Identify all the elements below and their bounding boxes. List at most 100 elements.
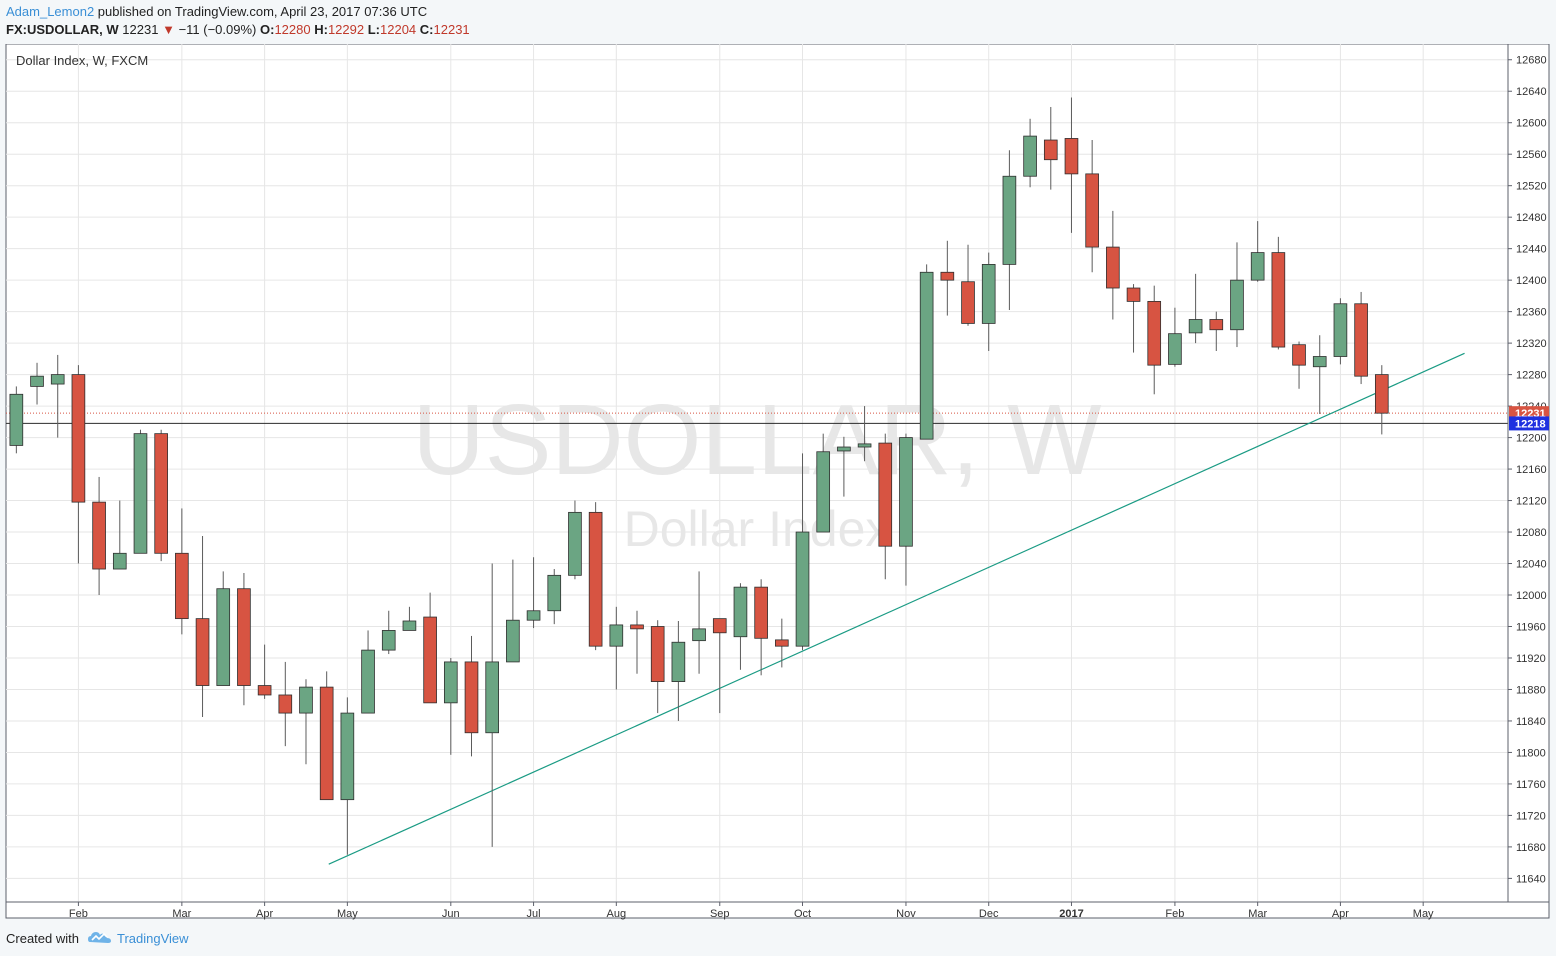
- candle-down[interactable]: [1147, 300, 1162, 366]
- watermark-name: Dollar Index: [624, 501, 891, 557]
- price-tick-label: 12320: [1516, 338, 1547, 350]
- price-tick-label: 11640: [1516, 873, 1546, 885]
- candle-up[interactable]: [692, 628, 706, 642]
- candle-down[interactable]: [423, 616, 437, 704]
- candle-up[interactable]: [671, 641, 686, 682]
- candle-down[interactable]: [319, 686, 334, 801]
- candle-down[interactable]: [1106, 246, 1120, 289]
- candle-up[interactable]: [381, 630, 396, 651]
- price-tick-label: 12200: [1516, 433, 1547, 445]
- candle-down[interactable]: [195, 618, 210, 686]
- candle-down[interactable]: [92, 501, 106, 570]
- time-tick-label: Sep: [710, 908, 730, 920]
- candle-up[interactable]: [361, 649, 375, 714]
- candle-up[interactable]: [340, 712, 355, 801]
- candle-down[interactable]: [650, 626, 665, 682]
- candle-up[interactable]: [568, 511, 582, 576]
- candle-up[interactable]: [216, 588, 231, 686]
- candle-up[interactable]: [919, 271, 934, 440]
- price-change: −11 (−0.09%): [178, 22, 257, 37]
- candle-up[interactable]: [1250, 252, 1265, 281]
- candle-down[interactable]: [71, 374, 86, 503]
- time-tick-label: Oct: [794, 908, 811, 920]
- candle-down[interactable]: [464, 661, 479, 734]
- candle-down[interactable]: [588, 511, 603, 647]
- candle-up[interactable]: [1002, 175, 1017, 265]
- candle-up[interactable]: [1312, 356, 1327, 368]
- candle-down[interactable]: [1043, 139, 1058, 161]
- candlestick-chart[interactable]: USDOLLAR, W Dollar Index 11640 11680 11720…: [0, 44, 1556, 920]
- candle-down[interactable]: [1064, 138, 1079, 175]
- trendline-group[interactable]: [328, 352, 1465, 865]
- candle-down[interactable]: [961, 281, 975, 324]
- price-tick-label: 11840: [1516, 716, 1546, 728]
- candle-down[interactable]: [1374, 374, 1389, 414]
- candle-up[interactable]: [837, 446, 851, 452]
- price-label-text: 12218: [1515, 418, 1546, 430]
- candle-down[interactable]: [1126, 287, 1141, 302]
- tradingview-link[interactable]: TradingView: [117, 931, 189, 946]
- time-tick-label: Feb: [1165, 908, 1184, 920]
- trendline[interactable]: [328, 352, 1465, 865]
- time-tick-label: 2017: [1059, 908, 1083, 920]
- time-tick-label: Dec: [979, 908, 999, 920]
- candle-down[interactable]: [237, 588, 251, 686]
- candle-down[interactable]: [940, 271, 955, 281]
- candle-up[interactable]: [1230, 279, 1244, 331]
- candle-up[interactable]: [733, 586, 748, 638]
- candle-up[interactable]: [1188, 319, 1203, 334]
- candle-up[interactable]: [299, 686, 313, 714]
- candle-down[interactable]: [1085, 173, 1099, 248]
- candle-down[interactable]: [1271, 252, 1286, 348]
- time-tick-label: May: [1413, 908, 1434, 920]
- candle-up[interactable]: [981, 264, 996, 324]
- candle-down[interactable]: [1354, 303, 1368, 377]
- candle-down[interactable]: [154, 433, 168, 554]
- high-label: H:: [314, 22, 328, 37]
- candle-up[interactable]: [506, 619, 520, 663]
- time-axis[interactable]: Feb Mar Apr May Jun Jul Aug Sep Oct Nov Dec 2017 Feb…: [69, 902, 1434, 920]
- author-link[interactable]: Adam_Lemon2: [6, 4, 95, 19]
- price-tick-label: 12280: [1516, 370, 1547, 382]
- candle-up[interactable]: [1168, 333, 1182, 365]
- price-tick-label: 12000: [1516, 590, 1547, 602]
- candle-up[interactable]: [443, 661, 458, 704]
- candle-up[interactable]: [609, 624, 624, 647]
- watermark-symbol: USDOLLAR, W: [412, 384, 1102, 496]
- candle-up[interactable]: [1333, 303, 1348, 357]
- created-with-text: Created with: [6, 931, 79, 946]
- candle-down[interactable]: [1209, 319, 1224, 331]
- candle-down[interactable]: [630, 624, 644, 630]
- tradingview-logo-icon[interactable]: [88, 929, 112, 945]
- candle-up[interactable]: [1023, 135, 1037, 177]
- candle-up[interactable]: [526, 610, 541, 621]
- price-tick-label: 11880: [1516, 684, 1546, 696]
- candle-up[interactable]: [50, 374, 65, 385]
- price-tick-label: 12080: [1516, 527, 1547, 539]
- candle-down[interactable]: [712, 618, 727, 634]
- candle-up[interactable]: [857, 443, 872, 448]
- candle-up[interactable]: [30, 375, 44, 387]
- candle-down[interactable]: [754, 586, 768, 639]
- low-value: 12204: [380, 22, 417, 37]
- candle-up[interactable]: [899, 437, 913, 547]
- open-value: 12280: [274, 22, 311, 37]
- candle-up[interactable]: [133, 433, 148, 554]
- candle-up[interactable]: [9, 393, 24, 446]
- candle-up[interactable]: [816, 451, 831, 533]
- candle-up[interactable]: [485, 661, 499, 734]
- candle-up[interactable]: [547, 574, 562, 612]
- price-tick-label: 11960: [1516, 621, 1546, 633]
- chart-frame: [5, 44, 1550, 919]
- candle-down[interactable]: [175, 552, 189, 620]
- price-axis[interactable]: 11640 11680 11720 11760 11800 11840 11880 11920…: [1508, 55, 1547, 886]
- candle-down[interactable]: [257, 685, 272, 696]
- candle-up[interactable]: [402, 620, 417, 631]
- candle-down[interactable]: [775, 639, 789, 647]
- candle-down[interactable]: [278, 694, 293, 714]
- candle-down[interactable]: [878, 442, 893, 547]
- candle-up[interactable]: [112, 552, 127, 570]
- candle-up[interactable]: [795, 531, 810, 647]
- candle-down[interactable]: [1292, 344, 1306, 366]
